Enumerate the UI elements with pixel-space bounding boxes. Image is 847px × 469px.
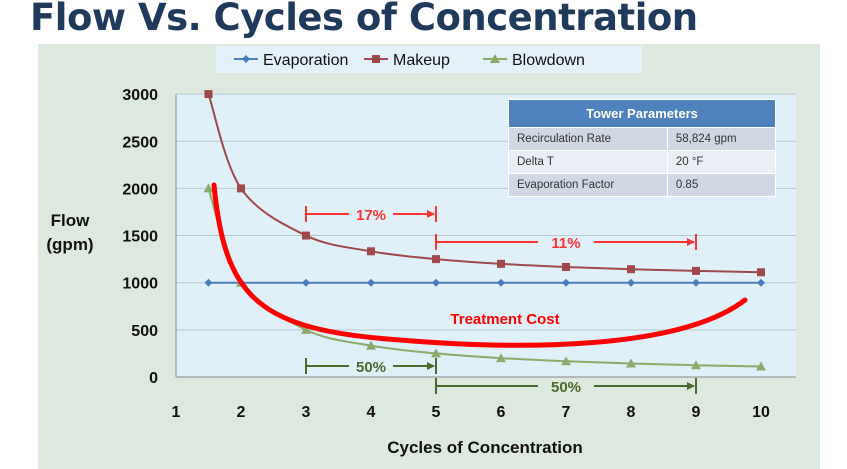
table-cell: Recirculation Rate — [508, 127, 668, 151]
data-point — [302, 278, 310, 287]
x-tick-label: 6 — [497, 404, 506, 421]
y-tick-label: 2500 — [122, 134, 158, 151]
x-tick-label: 9 — [692, 404, 701, 421]
data-point — [432, 255, 440, 264]
x-axis-label: Cycles of Concentration — [387, 438, 583, 457]
y-axis-label: (gpm) — [46, 235, 93, 254]
legend-marker — [242, 55, 250, 63]
legend-label: Evaporation — [263, 52, 348, 69]
data-point — [366, 340, 376, 350]
data-point — [561, 356, 571, 366]
y-tick-label: 1500 — [122, 229, 158, 246]
annotation-label: 50% — [551, 379, 581, 396]
table-cell: 0.85 — [666, 173, 777, 197]
x-tick-label: 4 — [367, 404, 376, 421]
arrow-head — [687, 238, 695, 246]
y-tick-label: 500 — [131, 323, 158, 340]
table-cell: 58,824 gpm — [666, 127, 777, 151]
treatment-cost-label: Treatment Cost — [450, 311, 559, 328]
data-point — [626, 358, 636, 368]
data-point — [756, 361, 766, 371]
y-tick-label: 1000 — [122, 276, 158, 293]
annotation-label: 50% — [356, 359, 386, 376]
data-point — [204, 278, 213, 287]
x-tick-label: 3 — [302, 404, 311, 421]
data-point — [692, 278, 700, 287]
data-point — [562, 262, 570, 271]
data-point — [692, 266, 700, 275]
y-axis-label: Flow — [51, 211, 90, 230]
data-point — [496, 353, 506, 363]
table-cell: Evaporation Factor — [508, 173, 668, 197]
x-tick-label: 1 — [172, 404, 181, 421]
x-tick-label: 8 — [627, 404, 636, 421]
y-tick-label: 3000 — [122, 87, 158, 104]
data-point — [562, 278, 570, 287]
data-point — [367, 278, 375, 287]
x-tick-label: 2 — [237, 404, 246, 421]
legend-label: Blowdown — [512, 52, 585, 69]
arrow-head — [687, 382, 695, 390]
x-tick-label: 10 — [752, 404, 770, 421]
legend-marker — [490, 54, 500, 63]
treatment-cost-curve — [211, 182, 748, 348]
x-tick-label: 7 — [562, 404, 571, 421]
data-point — [627, 278, 635, 287]
data-point — [757, 268, 765, 277]
page-title: Flow Vs. Cycles of Concentration — [30, 0, 698, 39]
data-point — [497, 259, 505, 268]
arrow-head — [427, 362, 435, 370]
legend — [216, 46, 642, 73]
y-tick-label: 2000 — [122, 181, 158, 198]
data-point — [431, 348, 441, 358]
annotation-label: 17% — [356, 207, 386, 224]
data-point — [302, 231, 310, 240]
data-point — [237, 184, 245, 193]
data-point — [204, 90, 213, 99]
data-point — [432, 278, 440, 287]
table-cell: Delta T — [508, 150, 668, 174]
legend-marker — [372, 55, 380, 63]
data-point — [627, 265, 635, 274]
data-point — [757, 278, 765, 287]
data-point — [367, 247, 375, 256]
data-point — [497, 278, 505, 287]
table-title: Tower Parameters — [508, 99, 776, 128]
series-line-makeup — [207, 93, 762, 274]
table-cell: 20 °F — [666, 150, 777, 174]
arrow-head — [427, 210, 435, 218]
legend-label: Makeup — [393, 52, 450, 69]
data-point — [691, 360, 701, 370]
x-tick-label: 5 — [432, 404, 441, 421]
y-tick-label: 0 — [149, 370, 158, 387]
data-point — [203, 183, 214, 193]
data-point — [301, 324, 311, 334]
tower-parameters-table: Tower Parameters Recirculation Rate 58,82… — [508, 99, 777, 197]
annotation-label: 11% — [551, 235, 580, 252]
